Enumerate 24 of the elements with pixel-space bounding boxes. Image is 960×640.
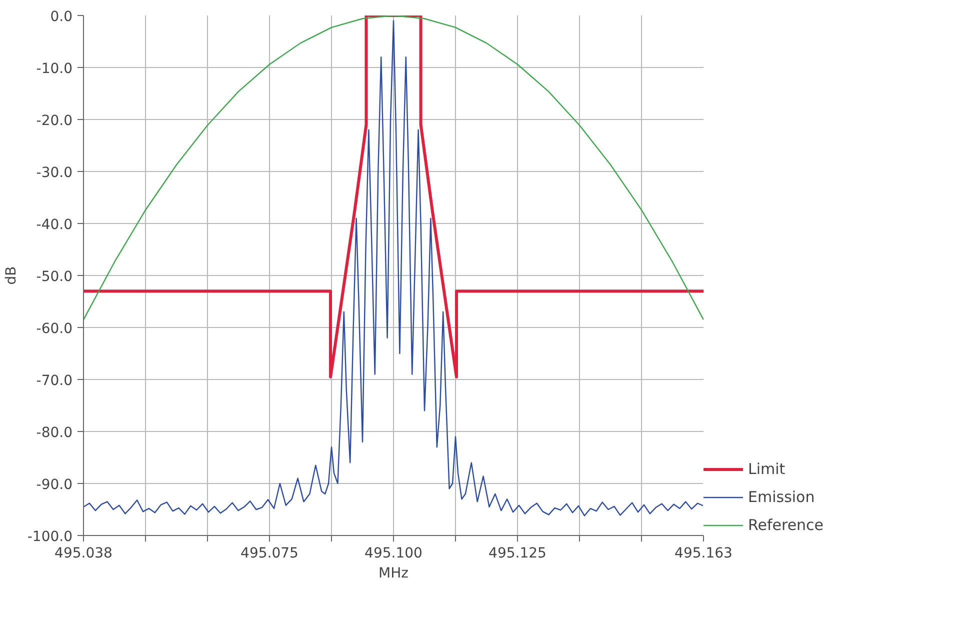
y-tick-label: -80.0 (36, 425, 73, 441)
y-tick-label: -50.0 (36, 269, 73, 285)
legend-label: Limit (748, 460, 786, 478)
x-tick-label: 495.163 (674, 546, 732, 562)
line-series (84, 20, 704, 516)
line-series (84, 16, 704, 378)
line-series (84, 16, 704, 320)
x-tick-label: 495.100 (364, 546, 422, 562)
x-tick-label: 495.038 (54, 546, 112, 562)
y-axis-title: dB (3, 266, 20, 285)
y-tick-label: 0.0 (50, 9, 72, 25)
x-tick-label: 495.075 (240, 546, 298, 562)
y-tick-label: -20.0 (36, 113, 73, 129)
y-tick-label: -60.0 (36, 321, 73, 337)
y-tick-label: -90.0 (36, 477, 73, 493)
y-tick-label: -70.0 (36, 373, 73, 389)
x-axis-title: MHz (378, 566, 408, 582)
x-tick-label: 495.125 (488, 546, 546, 562)
legend-label: Emission (748, 488, 815, 506)
y-tick-label: -10.0 (36, 61, 73, 77)
y-tick-label: -100.0 (27, 529, 73, 545)
y-tick-label: -40.0 (36, 217, 73, 233)
y-tick-label: -30.0 (36, 165, 73, 181)
legend-label: Reference (748, 516, 824, 534)
